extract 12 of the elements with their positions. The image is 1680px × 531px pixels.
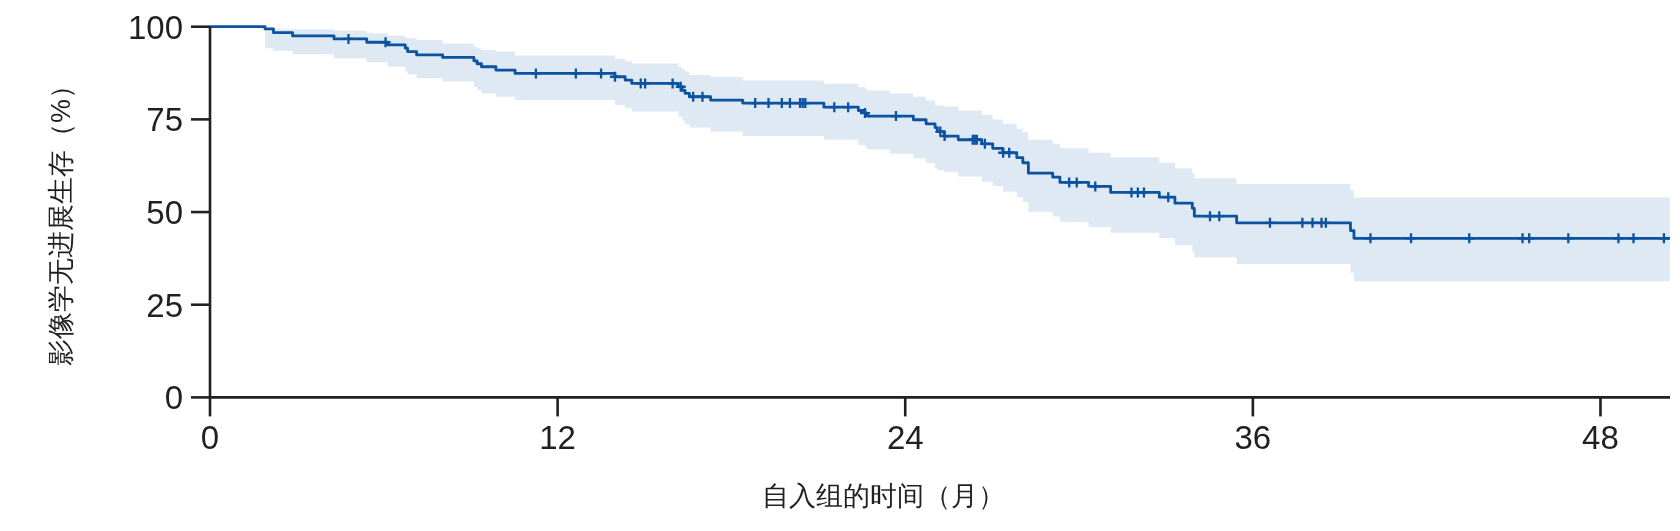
y-tick-label: 25: [146, 286, 183, 324]
x-tick-label: 24: [886, 419, 924, 457]
x-tick-label: 36: [1234, 419, 1272, 457]
x-tick-label: 12: [539, 419, 576, 457]
y-tick-label: 100: [127, 8, 183, 46]
y-axis-title: 影像学无进展生存（%）: [46, 71, 76, 367]
x-tick-label: 0: [200, 419, 220, 457]
y-tick-label: 50: [146, 193, 183, 231]
y-tick-label: 75: [146, 101, 183, 139]
x-axis-title: 自入组的时间（月）: [761, 481, 1005, 511]
y-tick-label: 0: [164, 379, 183, 417]
x-tick-label: 48: [1582, 419, 1619, 457]
